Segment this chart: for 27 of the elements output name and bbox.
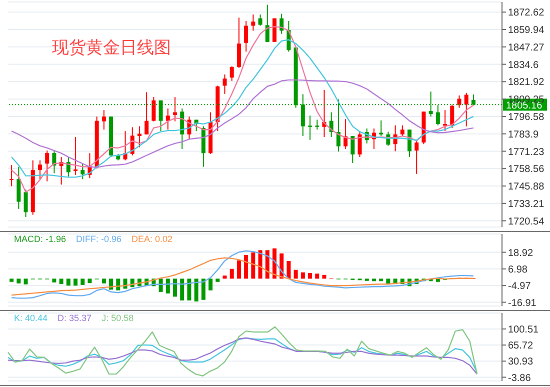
y-tick-label: 1783.9 (508, 129, 540, 140)
y-tick-label: 18.92 (508, 248, 534, 259)
y-tick-label: 1796.58 (508, 112, 545, 123)
text: J: 50.58 (102, 313, 134, 323)
text: MACD: -1.96 (14, 234, 66, 244)
text: K: 40.44 (14, 313, 48, 323)
y-tick-label: 1733.21 (508, 198, 545, 210)
y-tick-label: 1821.92 (508, 77, 545, 88)
y-tick-label: 1847.27 (508, 42, 545, 54)
text: DIFF: -0.96 (76, 234, 122, 244)
y-tick-label: -4.97 (508, 281, 532, 292)
text: 现货黄金日线图 (52, 37, 171, 59)
y-tick-label: -16.91 (508, 298, 537, 309)
y-tick-label: 1745.88 (508, 182, 545, 193)
y-tick-label: 30.93 (508, 356, 534, 368)
y-tick-label: 1834.6 (508, 60, 540, 71)
y-tick-label: -3.86 (508, 372, 532, 384)
y-tick-label: 1771.23 (508, 146, 545, 158)
y-tick-label: 6.98 (508, 264, 528, 276)
y-tick-label: 65.72 (508, 340, 534, 352)
text: D: 35.37 (58, 313, 92, 323)
y-tick-label: 1872.62 (508, 8, 545, 19)
y-tick-label: 1720.54 (508, 216, 545, 228)
y-tick-label: 100.51 (508, 324, 540, 336)
text: DEA: 0.02 (132, 234, 173, 244)
y-tick-label: 1859.94 (508, 25, 545, 36)
y-tick-label: 1758.56 (508, 164, 545, 176)
